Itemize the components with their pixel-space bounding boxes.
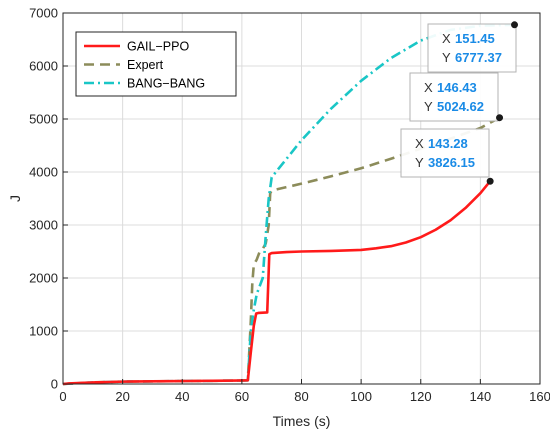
datatip-x-value-1: 146.43 <box>437 80 477 95</box>
datatip-marker-1 <box>496 114 504 122</box>
datatips: X 151.45 Y 6777.37 X 146.43 Y 5024.62 X 143.28 Y 38… <box>400 21 519 185</box>
datatip-y-value-1: 5024.62 <box>437 99 484 114</box>
y-tick-label: 0 <box>51 377 58 392</box>
series-line-1 <box>62 116 501 386</box>
y-tick-label: 4000 <box>29 165 58 180</box>
y-tick-label: 2000 <box>29 271 58 286</box>
datatip-y-key-2: Y <box>415 155 424 170</box>
datatip-x-value-2: 143.28 <box>428 136 468 151</box>
x-tick-label: 40 <box>175 389 189 404</box>
x-tick-label: 20 <box>115 389 129 404</box>
datatip-marker-0 <box>511 21 519 29</box>
datatip-box-1 <box>409 72 499 122</box>
datatip-box-2 <box>400 128 490 178</box>
x-tick-label: 100 <box>350 389 372 404</box>
legend: GAIL−PPO Expert BANG−BANG <box>75 31 237 97</box>
y-tick-label: 1000 <box>29 324 58 339</box>
datatip-x-value-0: 151.45 <box>455 31 495 46</box>
y-axis-label: J <box>7 195 23 202</box>
datatip-y-key-1: Y <box>424 99 433 114</box>
x-tick-label: 140 <box>470 389 492 404</box>
datatip-x-key-1: X <box>424 80 433 95</box>
x-tick-label: 160 <box>529 389 550 404</box>
datatip-y-key-0: Y <box>442 50 451 65</box>
datatip-x-key-0: X <box>442 31 451 46</box>
x-axis-label: Times (s) <box>273 413 331 429</box>
legend-label-2: BANG−BANG <box>127 77 205 91</box>
y-tick-label: 3000 <box>29 218 58 233</box>
series-line-2 <box>62 23 515 386</box>
datatip-marker-2 <box>486 177 494 185</box>
series-line-0 <box>62 180 492 386</box>
legend-label-1: Expert <box>127 58 164 72</box>
axis-ticks: 0 20 40 60 80 100 120 140 160 0 1000 2000 3000 4000 50… <box>29 6 550 405</box>
datatip-x-key-2: X <box>415 136 424 151</box>
datatip-box-0 <box>427 23 517 73</box>
x-tick-label: 60 <box>235 389 249 404</box>
x-tick-label: 0 <box>59 389 66 404</box>
datatip-y-value-2: 3826.15 <box>428 155 475 170</box>
x-tick-label: 80 <box>294 389 308 404</box>
y-tick-label: 7000 <box>29 6 58 21</box>
datatip-y-value-0: 6777.37 <box>455 50 502 65</box>
series-layer <box>62 23 515 386</box>
x-tick-label: 120 <box>410 389 432 404</box>
legend-label-0: GAIL−PPO <box>127 40 189 54</box>
y-tick-label: 5000 <box>29 112 58 127</box>
y-tick-label: 6000 <box>29 59 58 74</box>
